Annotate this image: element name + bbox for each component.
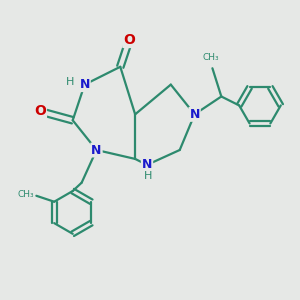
Text: N: N [189, 108, 200, 121]
Text: N: N [91, 143, 102, 157]
Text: N: N [80, 78, 90, 91]
Text: O: O [34, 104, 46, 118]
Text: CH₃: CH₃ [17, 190, 34, 199]
Text: N: N [142, 158, 152, 171]
Text: O: O [123, 33, 135, 47]
Text: H: H [144, 171, 153, 181]
Text: CH₃: CH₃ [202, 53, 219, 62]
Text: H: H [66, 76, 74, 87]
